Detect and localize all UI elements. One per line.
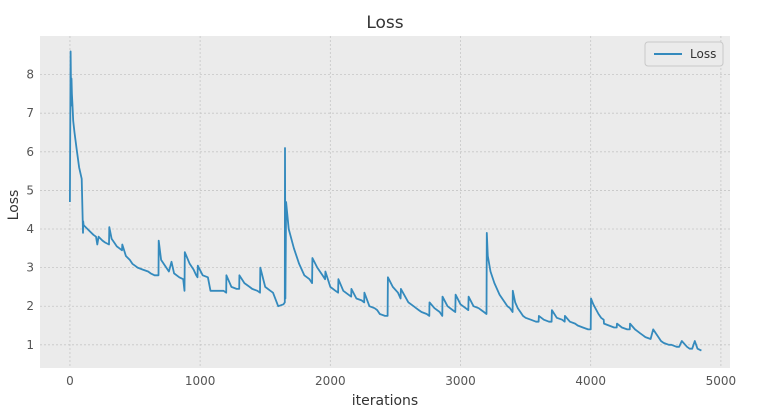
chart-title: Loss	[366, 13, 403, 33]
y-tick-label: 6	[26, 145, 34, 159]
y-tick-label: 2	[26, 299, 34, 313]
x-axis-label: iterations	[352, 393, 418, 409]
y-axis-label: Loss	[6, 190, 22, 221]
y-tick-label: 3	[26, 261, 34, 275]
legend-label-loss: Loss	[690, 47, 716, 61]
y-tick-label: 8	[26, 68, 34, 82]
x-tick-label: 0	[66, 374, 74, 388]
legend: Loss	[644, 41, 724, 67]
x-tick-label: 3000	[445, 374, 476, 388]
grid-lines	[40, 36, 730, 368]
y-tick-label: 5	[26, 183, 34, 197]
y-axis-ticks: 1 2 3 4 5 6 7 8	[26, 68, 34, 352]
plot-background	[40, 36, 730, 368]
y-tick-label: 7	[26, 106, 34, 120]
y-tick-label: 1	[26, 338, 34, 352]
legend-box	[644, 41, 724, 67]
y-tick-label: 4	[26, 222, 34, 236]
x-tick-label: 1000	[185, 374, 216, 388]
x-tick-label: 4000	[575, 374, 606, 388]
series-line-loss	[69, 50, 702, 352]
x-tick-label: 2000	[315, 374, 346, 388]
x-axis-ticks: 0 1000 2000 3000 4000 5000	[66, 374, 736, 388]
x-tick-label: 5000	[706, 374, 737, 388]
